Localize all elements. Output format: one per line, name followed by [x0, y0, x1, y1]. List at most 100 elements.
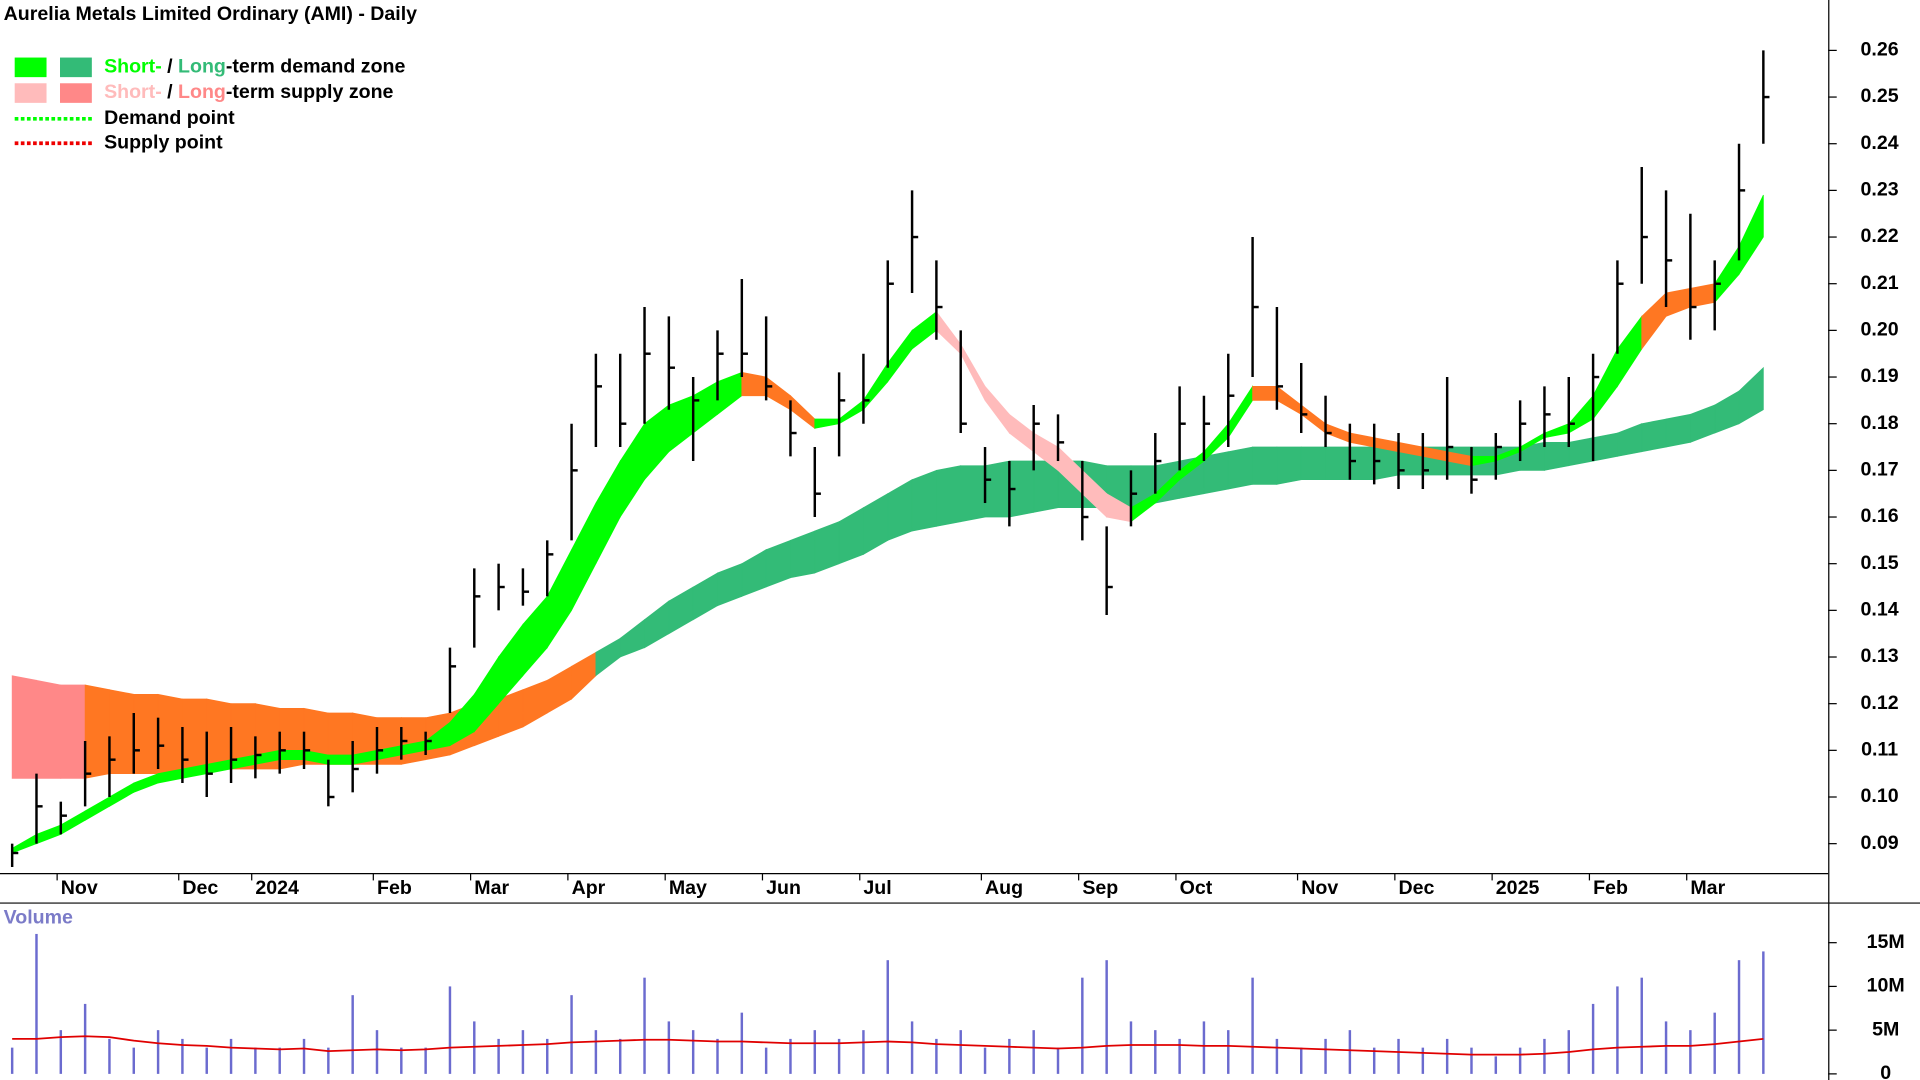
legend-short: Short-: [104, 56, 162, 78]
y-tick-label: 0.16: [1861, 505, 1899, 527]
legend-label: Short- / Long-term supply zone: [104, 81, 393, 103]
legend-swatch: [60, 83, 92, 103]
volume-bar: [1518, 1047, 1522, 1074]
y-tick-label: 0.25: [1861, 85, 1899, 107]
long-zone-segment: [1665, 413, 1691, 448]
legend-long: Long: [178, 81, 226, 103]
long-zone-segment: [1738, 366, 1764, 425]
volume-bar: [740, 1012, 744, 1074]
volume-bar: [229, 1038, 233, 1074]
y-tick-label: 0.26: [1861, 39, 1899, 61]
long-zone-segment: [911, 469, 937, 532]
volume-bar: [1105, 960, 1108, 1074]
y-tick-label: 0.17: [1861, 459, 1899, 481]
y-tick-label: 0.13: [1861, 645, 1899, 667]
x-tick-label: Nov: [1301, 877, 1338, 899]
x-tick-label: Sep: [1082, 877, 1118, 899]
volume-bar: [570, 995, 573, 1074]
volume-bar: [1543, 1038, 1546, 1074]
y-tick-label: 0.19: [1861, 365, 1899, 387]
y-tick-label: 10M: [1867, 975, 1905, 997]
x-tick-label: Jun: [766, 877, 801, 899]
zones: [11, 194, 1764, 854]
volume-bar: [1056, 1047, 1060, 1074]
y-tick-label: 0.21: [1861, 272, 1899, 294]
volume-bar: [1300, 1047, 1303, 1074]
legend-swatch: [14, 83, 47, 103]
short-zone-segment: [1738, 194, 1764, 276]
x-tick-label: 2024: [255, 877, 299, 899]
long-zone-segment: [1252, 446, 1278, 485]
y-tick-label: 0.11: [1861, 739, 1898, 761]
volume-bar: [1737, 960, 1741, 1074]
legend-swatch: [14, 57, 47, 78]
x-tick-label: Feb: [377, 877, 412, 899]
legend-swatch: [60, 57, 92, 78]
volume-bar: [764, 1047, 768, 1074]
volume-bar: [351, 995, 354, 1074]
x-tick-label: Dec: [182, 877, 218, 899]
long-zone-segment: [1641, 418, 1667, 453]
long-zone-segment: [936, 465, 962, 527]
legend-sep: /: [162, 56, 178, 78]
volume-bar: [181, 1038, 184, 1074]
volume-bar: [667, 1021, 671, 1074]
volume-bar: [983, 1047, 987, 1074]
short-zone-segment: [327, 754, 354, 765]
volume-bar: [1445, 1038, 1449, 1074]
volume-bar: [716, 1038, 719, 1074]
long-zone-segment: [84, 684, 110, 779]
long-zone-segment: [133, 693, 159, 775]
chart-title: Aurelia Metals Limited Ordinary (AMI) - …: [4, 3, 418, 25]
y-tick-label: 0.20: [1861, 319, 1899, 341]
x-tick-label: Jul: [863, 877, 891, 899]
legend-short: Short-: [104, 81, 162, 103]
x-tick-label: Apr: [572, 877, 606, 899]
volume-bar: [1664, 1021, 1668, 1074]
y-tick-label: 0.14: [1861, 599, 1899, 621]
y-tick-label: 15M: [1867, 931, 1905, 953]
volume-bar: [278, 1047, 281, 1074]
volume-bar: [1640, 977, 1643, 1074]
legend-text: -term demand zone: [226, 56, 406, 78]
long-zone-segment: [1325, 446, 1351, 481]
y-tick-label: 0.12: [1861, 692, 1899, 714]
legend-label: Short- / Long-term demand zone: [104, 56, 405, 78]
long-zone-segment: [157, 693, 183, 775]
volume-bar: [424, 1047, 427, 1074]
legend-label: Supply point: [104, 131, 223, 153]
volume-bar: [327, 1047, 330, 1074]
y-tick-label: 0.24: [1861, 132, 1899, 154]
long-zone-segment: [1373, 446, 1399, 481]
long-zone-segment: [1592, 432, 1618, 462]
x-tick-label: 2025: [1496, 877, 1540, 899]
volume-bar: [594, 1030, 598, 1074]
volume-bar: [302, 1038, 306, 1074]
volume-bar: [1348, 1030, 1352, 1074]
legend-sep: /: [162, 81, 178, 103]
y-tick-label: 0.23: [1861, 179, 1899, 201]
volume-bar: [1591, 1003, 1595, 1074]
long-zone-segment: [11, 675, 37, 779]
volume-bar: [1008, 1038, 1011, 1074]
long-zone-segment: [109, 689, 135, 775]
volume-bar: [1689, 1030, 1692, 1074]
volume-bar: [1154, 1030, 1157, 1074]
volume-bars: [10, 933, 1765, 1074]
long-zone-segment: [1300, 446, 1326, 481]
long-zone-segment: [1227, 446, 1253, 490]
volume-bar: [813, 1030, 817, 1074]
volume-bar: [618, 1038, 622, 1074]
volume-bar: [910, 1021, 914, 1074]
volume-bar: [375, 1030, 379, 1074]
volume-bar: [205, 1047, 208, 1074]
volume-bar: [497, 1038, 500, 1074]
volume-bar: [1178, 1038, 1181, 1074]
volume-bar: [546, 1038, 549, 1074]
volume-bar: [643, 977, 646, 1074]
y-tick-label: 0.22: [1861, 225, 1899, 247]
volume-bar: [108, 1038, 111, 1074]
